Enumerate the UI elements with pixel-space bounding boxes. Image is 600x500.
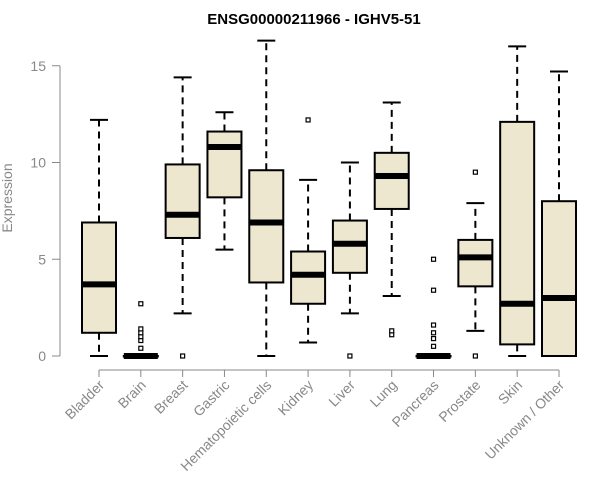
outlier-point — [430, 343, 437, 349]
box-group — [81, 118, 117, 357]
outlier-point — [138, 301, 144, 307]
outlier-point — [430, 330, 437, 336]
box-group — [164, 76, 201, 359]
y-tick-label: 5 — [38, 251, 46, 267]
x-tick-label: Unknown / Other — [482, 377, 568, 463]
x-tick-label: Kidney — [275, 377, 317, 419]
outlier-point — [180, 353, 186, 359]
box-group — [541, 70, 577, 357]
y-axis-label: Expression — [0, 163, 15, 232]
box-group — [373, 101, 410, 338]
box-iqr — [206, 130, 243, 199]
x-tick-label: Liver — [325, 377, 358, 410]
y-tick-label: 15 — [30, 58, 46, 74]
x-tick-label: Breast — [151, 377, 191, 417]
y-tick-label: 10 — [30, 155, 46, 171]
outlier-point — [389, 328, 395, 334]
boxes-layer — [81, 39, 577, 359]
x-tick-label: Prostate — [435, 377, 483, 425]
outlier-point — [138, 326, 144, 332]
box-iqr — [164, 163, 201, 239]
outlier-point — [138, 345, 144, 351]
box-iqr — [248, 169, 285, 284]
box-iqr — [81, 221, 117, 334]
box-group — [248, 39, 285, 357]
outlier-point — [347, 353, 353, 359]
box-iqr — [457, 238, 494, 288]
y-tick-label: 0 — [38, 348, 46, 364]
box-iqr — [373, 151, 410, 210]
box-iqr — [541, 200, 577, 357]
x-tick-label: Lung — [367, 377, 400, 410]
outlier-point — [430, 287, 437, 293]
x-tick-label: Brain — [115, 377, 149, 411]
x-tick-label: Bladder — [62, 377, 108, 423]
box-group — [415, 256, 452, 359]
outlier-point — [430, 335, 437, 342]
box-group — [206, 111, 243, 251]
box-group — [290, 117, 327, 344]
box-iqr — [499, 120, 536, 346]
outlier-point — [430, 322, 437, 328]
outlier-point — [472, 169, 478, 175]
box-group — [499, 45, 536, 357]
outlier-point — [472, 353, 478, 359]
box-group — [122, 301, 159, 359]
outlier-point — [305, 117, 311, 123]
x-tick-label: Skin — [495, 377, 526, 408]
outlier-point — [430, 256, 437, 262]
box-group — [457, 169, 494, 359]
box-group — [331, 161, 368, 359]
y-axis-ticks: 0 5 10 15 — [30, 58, 60, 364]
chart-title: ENSG00000211966 - IGHV5-51 — [207, 11, 420, 28]
